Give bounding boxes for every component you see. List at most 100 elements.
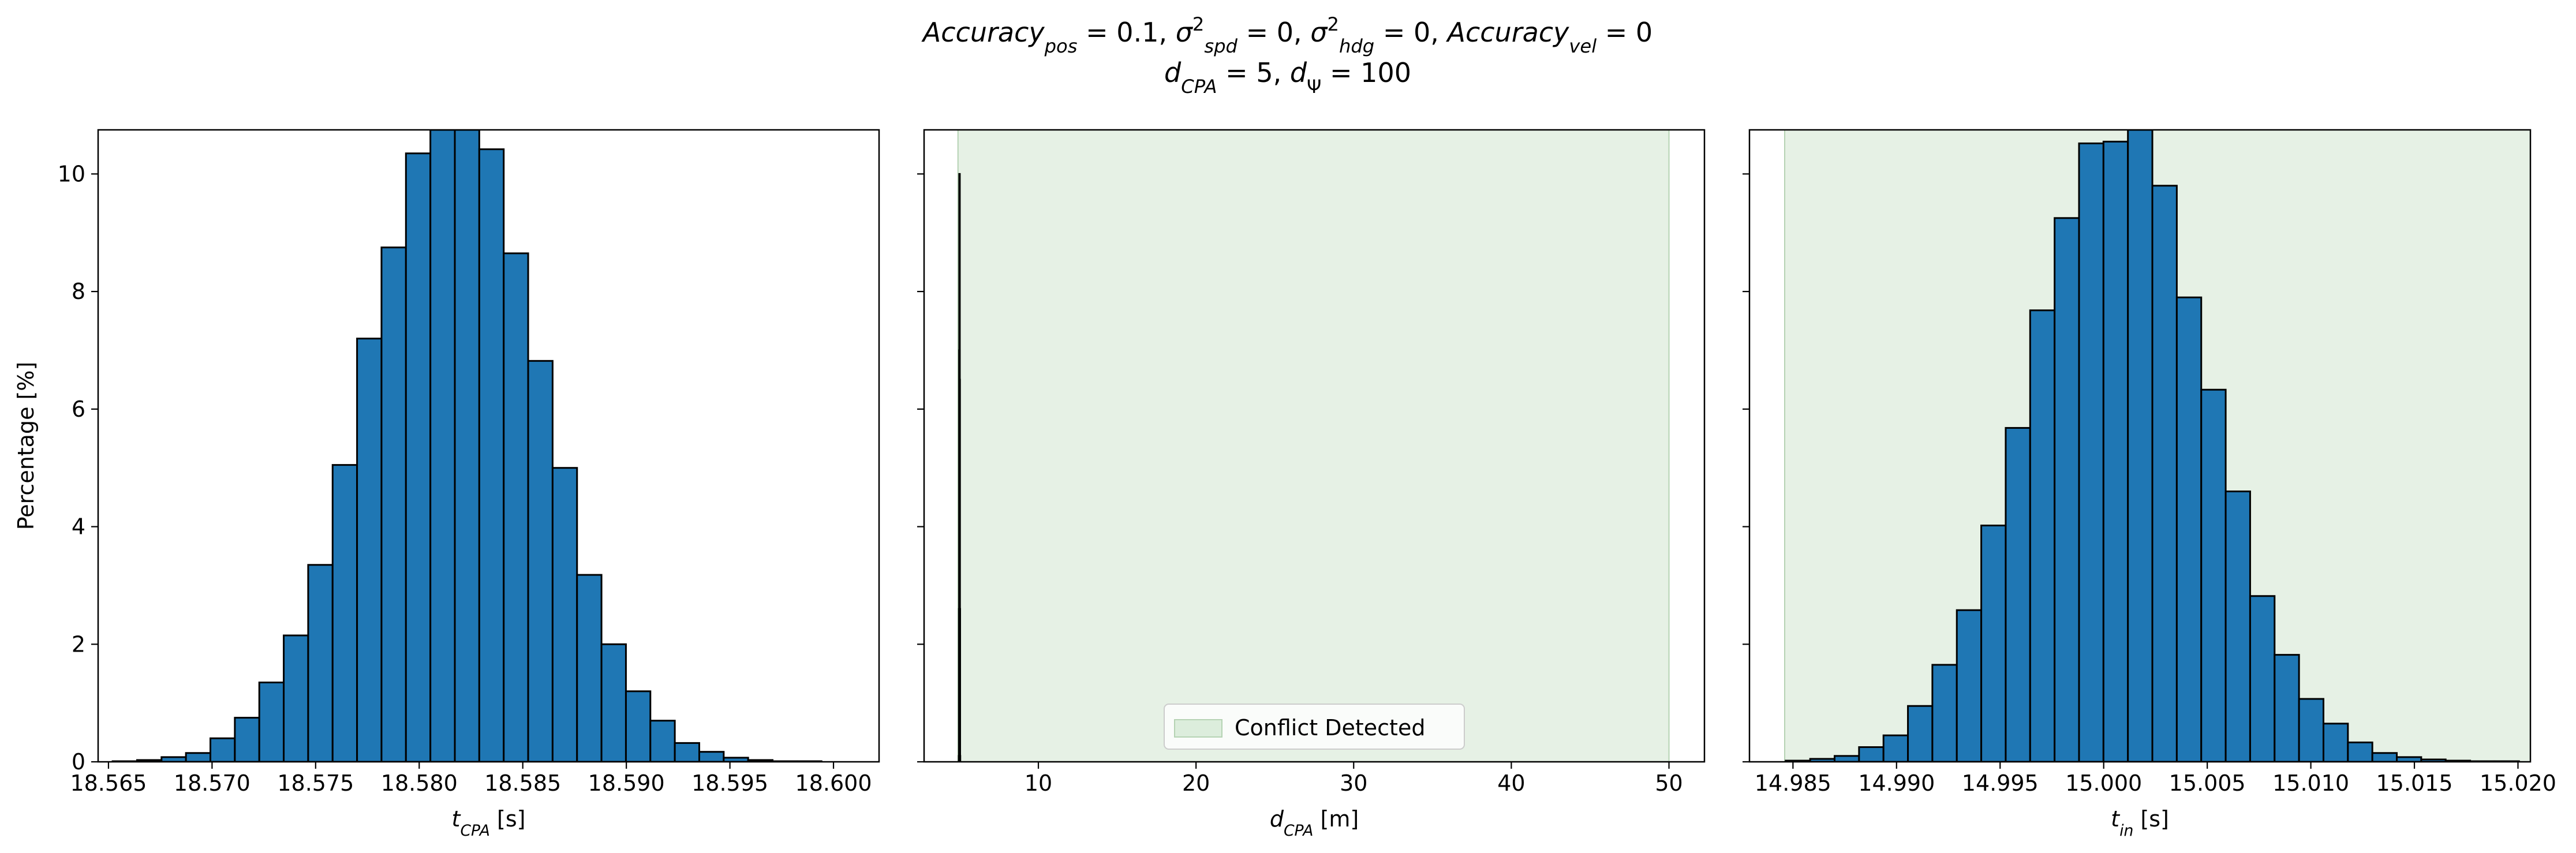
text-run: d [1290, 57, 1307, 88]
x-tick-label: 14.990 [1858, 770, 1935, 796]
text-run: [s] [490, 806, 526, 832]
histogram-bar [2078, 142, 2104, 762]
subplot-3: 14.985 14.990 14.995 15.000 15.005 15.010 15.0… [1743, 129, 2556, 840]
axes-frame [97, 129, 880, 763]
text-run: Accuracy [921, 17, 1045, 48]
text-run: = 0, [1237, 17, 1310, 48]
x-tick-label: 20 [1182, 770, 1210, 796]
histogram-bar [2347, 741, 2373, 762]
x-tick-label: 18.580 [381, 770, 458, 796]
legend-box [1164, 704, 1465, 750]
text-run: CPA [460, 822, 489, 840]
text-run: 2 [1192, 13, 1204, 35]
x-tick-label: 18.570 [174, 770, 251, 796]
histogram-bar [2054, 217, 2080, 762]
text-run: σ [1176, 17, 1194, 48]
histogram-bar [2224, 490, 2251, 762]
x-axis-label: dCPA [m] [1270, 806, 1359, 840]
plot-area [111, 130, 822, 762]
histogram-bar [307, 564, 334, 762]
y-tick-label: 10 [58, 161, 85, 186]
histogram-bar [2175, 296, 2203, 762]
histogram-bar [2005, 426, 2031, 762]
histogram-bar [2274, 654, 2300, 762]
text-run: hdg [1339, 35, 1374, 57]
x-tick-label: 30 [1340, 770, 1367, 796]
histogram-bar [698, 751, 725, 762]
x-tick-label: 10 [1025, 770, 1052, 796]
histogram-bar [1858, 746, 1885, 762]
histogram-bar [674, 742, 700, 762]
legend-swatch [1174, 719, 1222, 738]
subplots: 18.565 18.570 18.575 18.580 18.585 18.590 18.5… [13, 129, 2556, 840]
x-tick-label: 18.600 [795, 770, 872, 796]
text-run: [s] [2133, 806, 2169, 832]
histogram-bar [210, 737, 236, 762]
histogram-bar [283, 634, 309, 762]
y-axis-label: Percentage [%] [13, 362, 39, 530]
histogram-bar [625, 690, 652, 762]
histogram-bar [1907, 705, 1934, 762]
y-tick-label: 6 [72, 396, 85, 422]
histogram-bar [576, 574, 603, 762]
x-tick-label: 14.995 [1962, 770, 2039, 796]
text-run: vel [1569, 35, 1597, 57]
histogram-bar [551, 467, 578, 762]
y-tick-label: 2 [72, 631, 85, 657]
histogram-bar [478, 148, 505, 762]
histogram-bar [1980, 525, 2007, 762]
x-tick-label: 18.575 [277, 770, 354, 796]
text-run: t [2111, 806, 2121, 832]
x-axis-label: tCPA [s] [452, 806, 526, 840]
histogram-bar [331, 464, 358, 762]
y-tick-label: 0 [72, 749, 85, 775]
text-run: [m] [1313, 806, 1359, 832]
histogram-bar [2249, 595, 2276, 762]
x-tick-label: 18.585 [484, 770, 561, 796]
text-run: CPA [1284, 822, 1313, 840]
plot-area [1784, 130, 2530, 762]
histogram-bar [2029, 309, 2056, 762]
plot-area [957, 130, 1670, 762]
text-run: = 100 [1321, 57, 1411, 88]
text-run: t [452, 806, 462, 832]
x-tick-label: 18.595 [691, 770, 768, 796]
histogram-bar [1931, 664, 1958, 762]
text-run: = 0, [1374, 17, 1447, 48]
text-run: Ψ [1307, 76, 1321, 98]
histogram-bar [1882, 734, 1909, 762]
text-run: d [1164, 57, 1182, 88]
x-tick-label: 15.015 [2376, 770, 2453, 796]
histogram-bar [649, 720, 676, 762]
text-run: = 0.1, [1078, 17, 1176, 48]
x-tick-label: 14.985 [1755, 770, 1831, 796]
histogram-bar [258, 681, 285, 762]
histogram-bar [454, 130, 480, 762]
text-run: pos [1044, 35, 1078, 57]
histogram-bar [234, 717, 260, 762]
text-run: CPA [1181, 76, 1217, 98]
x-tick-label: 40 [1497, 770, 1525, 796]
histogram-bar [356, 338, 383, 762]
x-tick-label: 15.005 [2169, 770, 2246, 796]
text-run: 2 [1327, 13, 1339, 35]
histogram-bar [527, 360, 554, 762]
conflict-region [957, 130, 1670, 762]
legend: Conflict Detected [1164, 704, 1465, 750]
x-tick-label: 18.565 [70, 770, 147, 796]
legend-label: Conflict Detected [1235, 715, 1425, 740]
histogram-bar [380, 246, 407, 762]
x-axis-label: tin [s] [2111, 806, 2169, 840]
histogram-bar [600, 643, 627, 762]
histogram-bar [1956, 609, 1983, 762]
text-run: in [2119, 822, 2133, 840]
x-tick-label: 50 [1655, 770, 1683, 796]
x-tick-label: 15.010 [2272, 770, 2349, 796]
axes-frame [1748, 129, 2532, 763]
histogram-bar [2322, 723, 2349, 762]
x-tick-label: 15.020 [2480, 770, 2556, 796]
figure-title-line-1: Accuracypos = 0.1, σ2spd = 0, σ2hdg = 0,… [921, 13, 1652, 57]
histogram-bar [958, 608, 961, 762]
y-tick-label: 8 [72, 279, 85, 304]
